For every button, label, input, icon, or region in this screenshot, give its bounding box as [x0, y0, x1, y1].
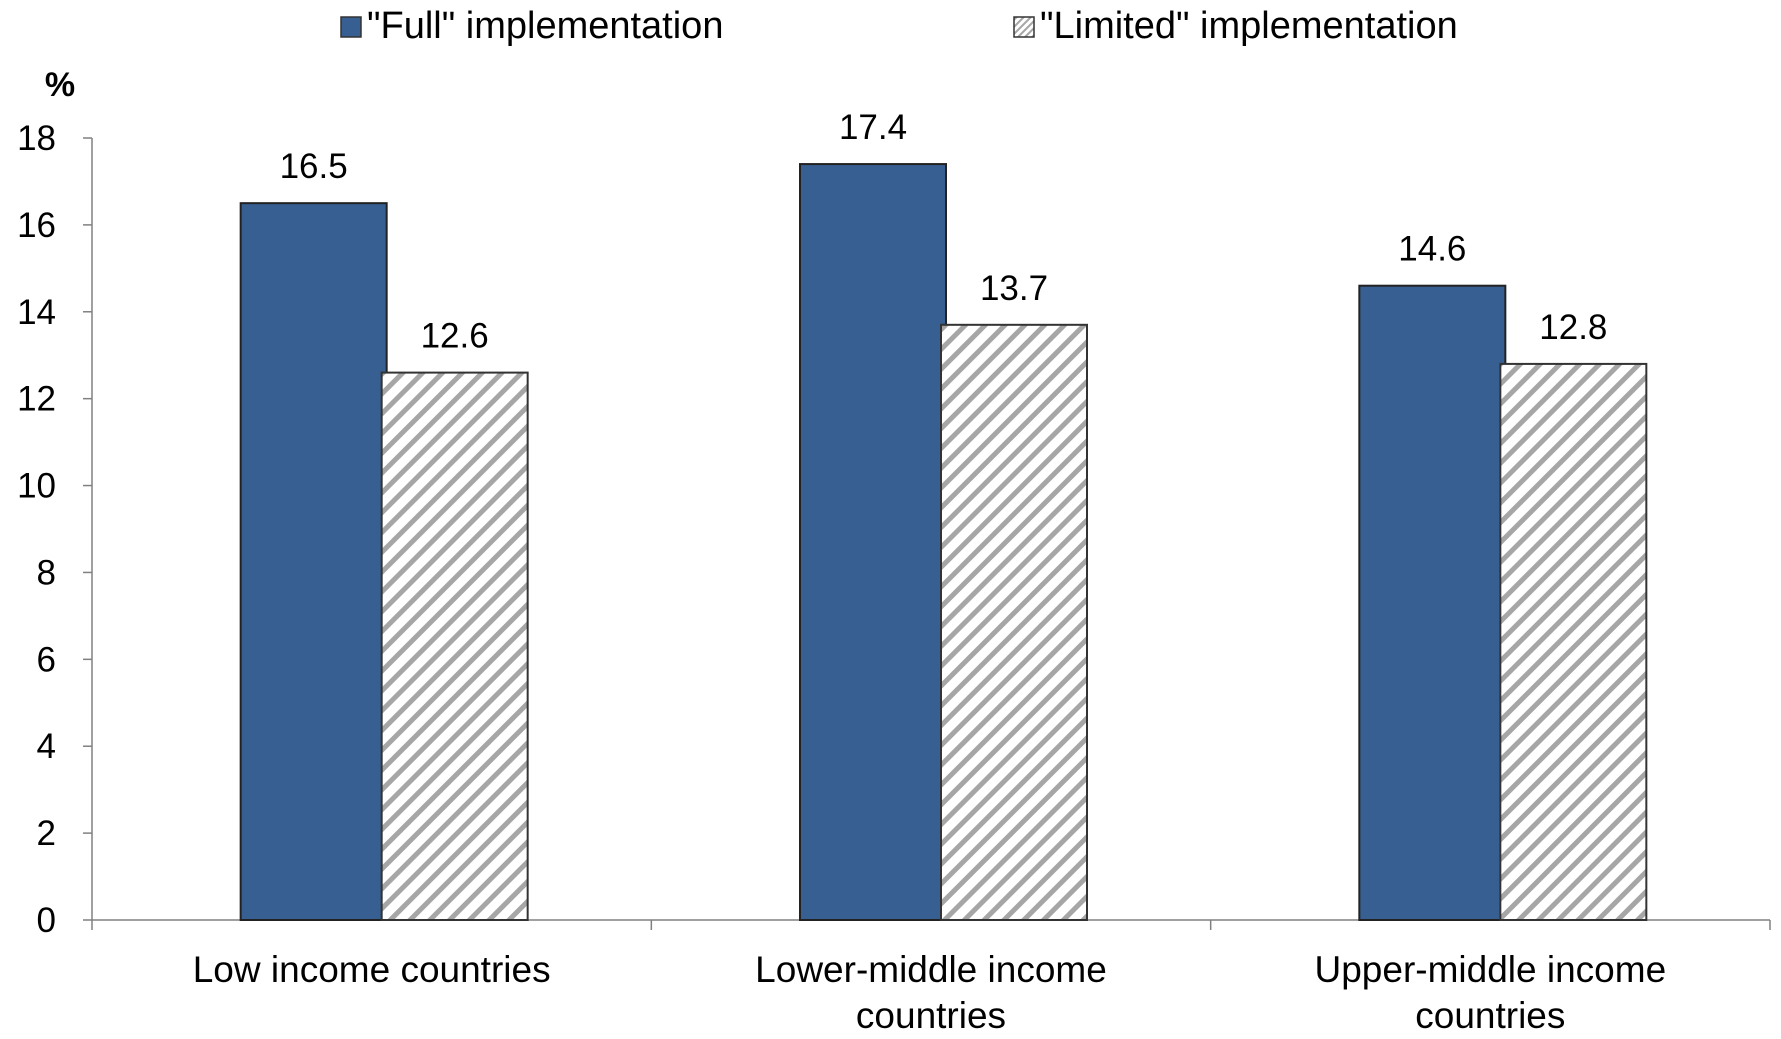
bar-limited [380, 371, 529, 922]
x-axis [91, 919, 1771, 930]
data-label: 12.8 [1539, 308, 1607, 347]
data-label: 17.4 [839, 108, 907, 147]
category-label: countries [1415, 995, 1565, 1034]
bar-full [1358, 284, 1507, 921]
y-tick-label: 2 [37, 814, 56, 853]
data-label: 13.7 [980, 269, 1048, 308]
legend-swatch-full [340, 16, 362, 38]
category-label: countries [856, 995, 1006, 1034]
category-labels: Low income countries Lower-middle income c… [193, 949, 1667, 1036]
bars [239, 163, 1648, 922]
value-labels: 16.5 12.6 17.4 13.7 14.6 12.8 [280, 108, 1608, 356]
category-label: Upper-middle income [1315, 949, 1667, 990]
category-label: Low income countries [193, 949, 551, 990]
data-label: 16.5 [280, 147, 348, 186]
legend-label: "Full" implementation [367, 5, 723, 47]
y-tick-label: 0 [37, 901, 56, 940]
bar-full [239, 202, 388, 921]
data-label: 14.6 [1398, 230, 1466, 269]
y-tick-label: 16 [17, 206, 56, 245]
y-axis-unit-label: % [45, 66, 75, 104]
y-tick-label: 14 [17, 293, 56, 332]
legend: "Full" implementation "Limited" implement… [340, 5, 1458, 47]
y-axis: 0 2 4 6 8 10 12 14 16 18% [17, 66, 93, 940]
y-tick-label: 12 [17, 380, 56, 419]
y-tick-label: 4 [37, 727, 56, 766]
y-tick-label: 18 [17, 119, 56, 158]
legend-label: "Limited" implementation [1040, 5, 1458, 47]
data-label: 12.6 [421, 317, 489, 356]
bar-limited [940, 323, 1088, 921]
y-tick-label: 10 [17, 467, 56, 506]
y-tick-label: 6 [37, 640, 56, 679]
y-tick-label: 8 [37, 553, 56, 592]
bar-limited [1499, 362, 1648, 921]
legend-swatch-limited [1013, 16, 1035, 38]
bar-full [799, 163, 947, 922]
category-label: Lower-middle income [755, 949, 1107, 990]
